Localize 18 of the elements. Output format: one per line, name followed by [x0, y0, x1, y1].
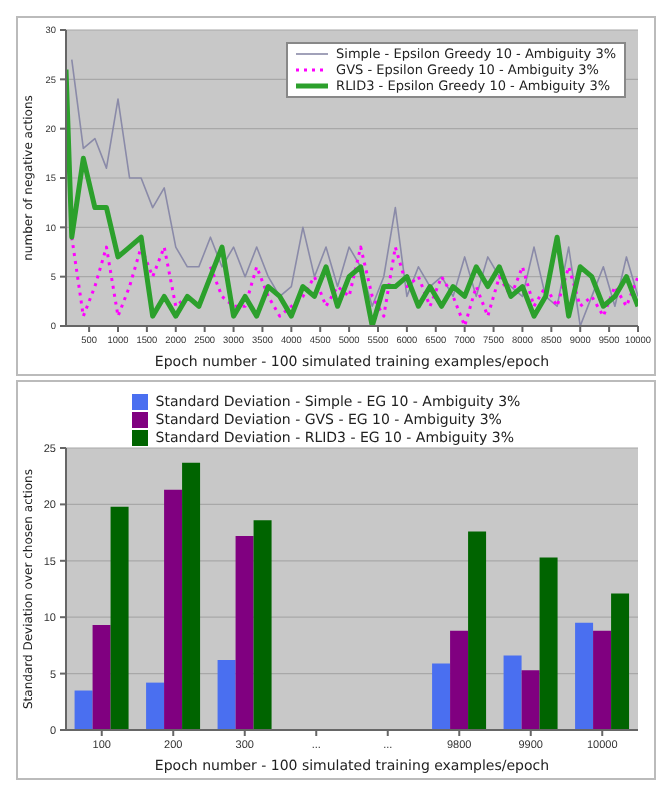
bar	[575, 622, 594, 730]
bar	[92, 625, 111, 730]
bar	[539, 557, 558, 730]
bar	[74, 690, 93, 730]
bar	[468, 531, 487, 730]
bar	[110, 506, 129, 730]
bar	[182, 462, 201, 730]
bar	[593, 630, 612, 730]
bar	[432, 663, 451, 730]
bar	[450, 630, 469, 730]
bar	[146, 682, 165, 730]
bar	[217, 660, 236, 730]
bar	[164, 489, 183, 730]
bar	[235, 535, 254, 730]
bar	[253, 520, 272, 730]
bar	[521, 670, 540, 730]
bar	[503, 655, 522, 730]
bar	[611, 593, 630, 730]
